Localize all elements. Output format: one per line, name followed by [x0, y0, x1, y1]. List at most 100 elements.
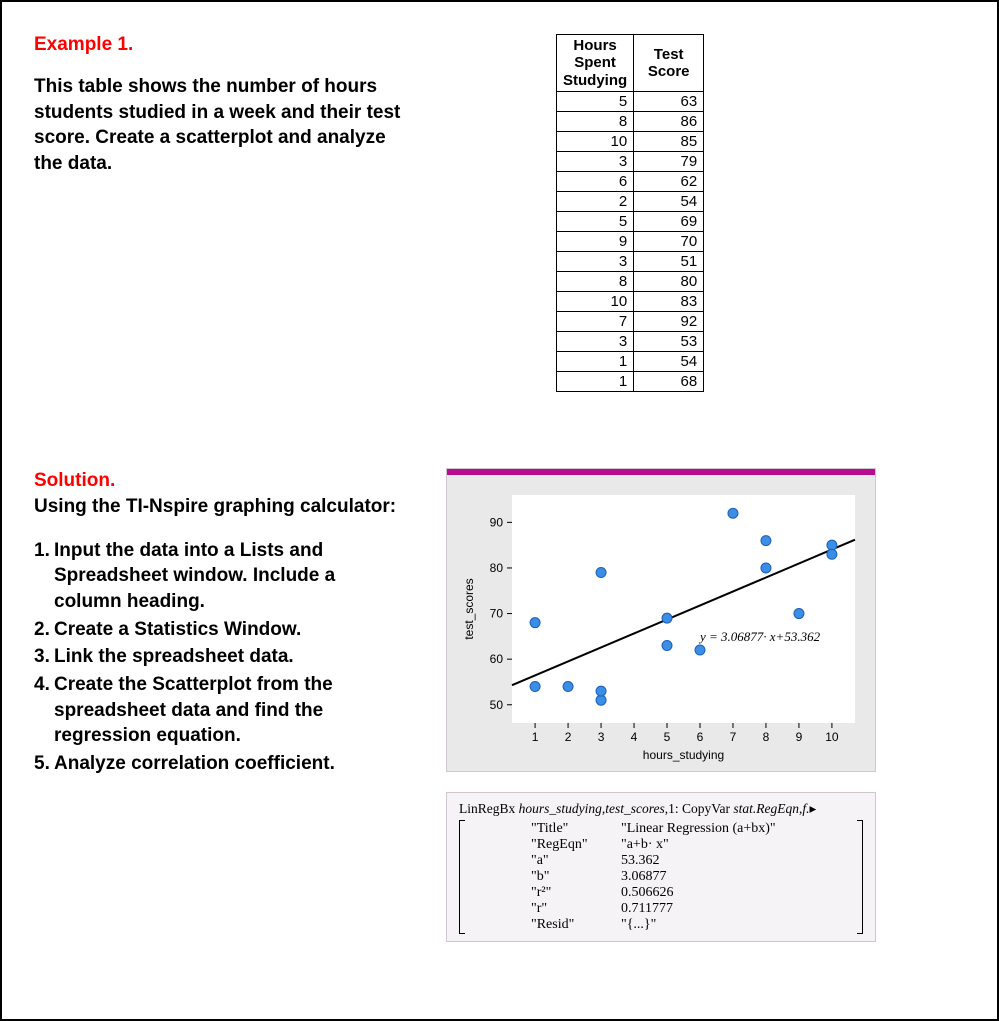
- charts-column: 123456789105060708090hours_studyingtest_…: [446, 468, 973, 995]
- svg-text:80: 80: [490, 561, 504, 575]
- table-cell: 62: [634, 171, 704, 191]
- table-cell: 8: [557, 111, 634, 131]
- table-cell: 51: [634, 251, 704, 271]
- linreg-command: LinRegBx hours_studying,test_scores,1: C…: [459, 801, 863, 817]
- linreg-output-panel: LinRegBx hours_studying,test_scores,1: C…: [446, 792, 876, 942]
- solution-block: Solution. Using the TI-Nspire graphing c…: [34, 468, 404, 995]
- col-header-hours: HoursSpentStudying: [557, 35, 634, 92]
- solution-step: 1.Input the data into a Lists and Spread…: [34, 538, 404, 615]
- svg-text:y = 3.06877· x+53.362: y = 3.06877· x+53.362: [698, 629, 821, 644]
- table-cell: 10: [557, 291, 634, 311]
- step-number: 3.: [34, 644, 54, 670]
- solution-step: 5.Analyze correlation coefficient.: [34, 751, 404, 777]
- scatter-panel: 123456789105060708090hours_studyingtest_…: [446, 468, 876, 772]
- svg-text:1: 1: [532, 730, 539, 744]
- table-row: 563: [557, 91, 704, 111]
- solution-title: Solution.: [34, 468, 404, 494]
- cmd-vars: hours_studying,test_scores: [519, 801, 665, 816]
- step-number: 1.: [34, 538, 54, 615]
- table-cell: 68: [634, 371, 704, 391]
- svg-text:test_scores: test_scores: [462, 579, 476, 640]
- step-number: 2.: [34, 617, 54, 643]
- linreg-label: "a": [531, 853, 621, 869]
- table-row: 351: [557, 251, 704, 271]
- table-cell: 3: [557, 251, 634, 271]
- linreg-value: 0.711777: [621, 901, 791, 917]
- page-container: Example 1. This table shows the number o…: [2, 2, 997, 1019]
- linreg-value: "a+b· x": [621, 837, 791, 853]
- table-row: 792: [557, 311, 704, 331]
- svg-text:9: 9: [796, 730, 803, 744]
- solution-step: 4.Create the Scatterplot from the spread…: [34, 672, 404, 749]
- table-cell: 69: [634, 211, 704, 231]
- table-cell: 1: [557, 351, 634, 371]
- table-cell: 54: [634, 191, 704, 211]
- linreg-label: "b": [531, 869, 621, 885]
- step-text: Input the data into a Lists and Spreadsh…: [54, 538, 404, 615]
- svg-text:90: 90: [490, 516, 504, 530]
- step-text: Create a Statistics Window.: [54, 617, 404, 643]
- table-row: 886: [557, 111, 704, 131]
- svg-text:7: 7: [730, 730, 737, 744]
- linreg-label: "r": [531, 901, 621, 917]
- linreg-matrix: "Title""Linear Regression (a+bx)""RegEqn…: [531, 821, 791, 933]
- table-row: 379: [557, 151, 704, 171]
- col-header-score: TestScore: [634, 35, 704, 92]
- cmd-suffix: ,1: CopyVar: [665, 801, 734, 816]
- table-cell: 92: [634, 311, 704, 331]
- table-row: 1085: [557, 131, 704, 151]
- table-cell: 80: [634, 271, 704, 291]
- svg-text:6: 6: [697, 730, 704, 744]
- solution-intro: Using the TI-Nspire graphing calculator:: [34, 494, 404, 520]
- table-row: 569: [557, 211, 704, 231]
- table-cell: 7: [557, 311, 634, 331]
- step-text: Create the Scatterplot from the spreadsh…: [54, 672, 404, 749]
- linreg-label: "r²": [531, 885, 621, 901]
- example-block: Example 1. This table shows the number o…: [34, 34, 404, 444]
- solution-step: 2.Create a Statistics Window.: [34, 617, 404, 643]
- table-cell: 79: [634, 151, 704, 171]
- table-row: 154: [557, 351, 704, 371]
- linreg-value: 3.06877: [621, 869, 791, 885]
- table-row: 353: [557, 331, 704, 351]
- linreg-value: "{...}": [621, 917, 791, 933]
- svg-text:5: 5: [664, 730, 671, 744]
- svg-text:50: 50: [490, 698, 504, 712]
- table-cell: 6: [557, 171, 634, 191]
- example-body: This table shows the number of hours stu…: [34, 74, 404, 177]
- table-row: 662: [557, 171, 704, 191]
- cmd-stat: stat.RegEqn,f.: [733, 801, 809, 816]
- linreg-value: 53.362: [621, 853, 791, 869]
- linreg-value: "Linear Regression (a+bx)": [621, 821, 791, 837]
- table-row: 970: [557, 231, 704, 251]
- table-cell: 10: [557, 131, 634, 151]
- table-cell: 53: [634, 331, 704, 351]
- table-cell: 5: [557, 211, 634, 231]
- table-cell: 3: [557, 331, 634, 351]
- table-cell: 70: [634, 231, 704, 251]
- scatter-svg: 123456789105060708090hours_studyingtest_…: [457, 485, 867, 765]
- linreg-label: "Title": [531, 821, 621, 837]
- svg-text:4: 4: [631, 730, 638, 744]
- table-row: 1083: [557, 291, 704, 311]
- step-text: Analyze correlation coefficient.: [54, 751, 404, 777]
- solution-steps-list: 1.Input the data into a Lists and Spread…: [34, 538, 404, 777]
- table-cell: 9: [557, 231, 634, 251]
- linreg-label: "Resid": [531, 917, 621, 933]
- svg-text:60: 60: [490, 653, 504, 667]
- svg-text:hours_studying: hours_studying: [643, 748, 724, 762]
- table-cell: 3: [557, 151, 634, 171]
- step-number: 5.: [34, 751, 54, 777]
- table-cell: 2: [557, 191, 634, 211]
- solution-step: 3.Link the spreadsheet data.: [34, 644, 404, 670]
- table-row: 880: [557, 271, 704, 291]
- table-cell: 8: [557, 271, 634, 291]
- table-cell: 86: [634, 111, 704, 131]
- example-title: Example 1.: [34, 34, 404, 56]
- svg-text:10: 10: [825, 730, 839, 744]
- table-cell: 83: [634, 291, 704, 311]
- svg-text:2: 2: [565, 730, 572, 744]
- table-cell: 85: [634, 131, 704, 151]
- table-row: 168: [557, 371, 704, 391]
- cmd-prefix: LinRegBx: [459, 801, 519, 816]
